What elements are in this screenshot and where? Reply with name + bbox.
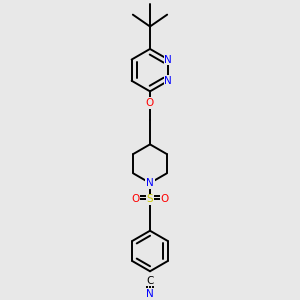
Text: C: C	[146, 276, 154, 286]
Text: N: N	[164, 55, 172, 64]
Text: N: N	[146, 289, 154, 299]
Text: O: O	[161, 194, 169, 204]
Text: N: N	[164, 76, 172, 86]
Text: S: S	[147, 194, 153, 204]
Text: O: O	[146, 98, 154, 108]
Text: N: N	[146, 178, 154, 188]
Text: O: O	[131, 194, 139, 204]
